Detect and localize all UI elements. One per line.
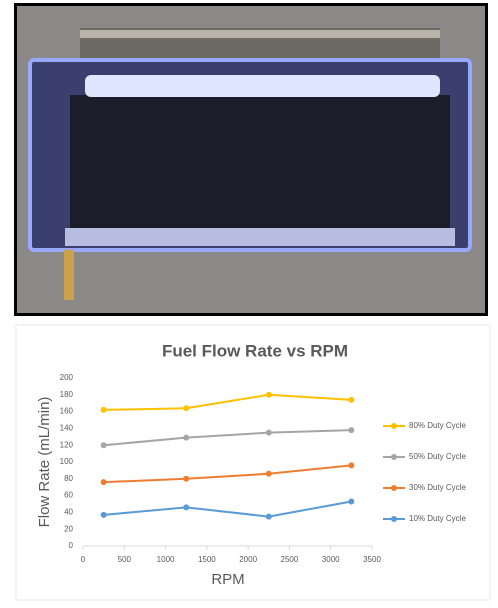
x-tick-label: 2000 [239,555,257,564]
legend-marker [391,454,397,460]
x-axis-title: RPM [211,571,244,588]
point [266,514,272,520]
sediment [65,228,455,246]
rail-top [80,30,440,38]
photo [14,3,488,316]
point [101,442,107,448]
page: {"chart_data": {"type": "line", "title":… [0,0,498,608]
y-tick-label: 140 [60,424,74,433]
x-tick-label: 3000 [322,555,340,564]
y-tick-label: 20 [64,524,73,533]
x-tick-label: 1500 [198,555,216,564]
point [183,504,189,510]
point [348,397,354,403]
y-tick-label: 120 [60,440,74,449]
point [348,462,354,468]
point [183,405,189,411]
legend-label: 10% Duty Cycle [409,514,466,523]
x-tick-label: 1000 [157,555,175,564]
legend-label: 30% Duty Cycle [409,483,466,492]
point [266,471,272,477]
y-tick-label: 60 [64,491,73,500]
point [101,512,107,518]
y-tick-label: 160 [60,407,74,416]
tank-interior [70,95,450,235]
point [266,392,272,398]
legend-marker [391,485,397,491]
point [101,407,107,413]
x-tick-label: 2500 [281,555,299,564]
point [348,427,354,433]
legend-marker [391,516,397,522]
legend-marker [391,423,397,429]
y-tick-label: 200 [60,373,74,382]
y-tick-label: 100 [60,457,74,466]
point [101,479,107,485]
legend-label: 80% Duty Cycle [409,421,466,430]
lights [85,75,440,97]
figure: Fuel Flow Rate vs RPM RPM Flow Rate (mL/… [0,0,498,603]
y-tick-label: 40 [64,508,73,517]
point [183,435,189,441]
point [348,498,354,504]
y-axis-title: Flow Rate (mL/min) [36,397,53,528]
point [183,476,189,482]
y-tick-label: 180 [60,390,74,399]
y-tick-label: 80 [64,474,73,483]
point [266,430,272,436]
chart-title: Fuel Flow Rate vs RPM [162,341,348,360]
x-tick-label: 3500 [363,555,381,564]
outlet [64,250,74,300]
x-tick-label: 0 [81,555,86,564]
y-tick-label: 0 [69,541,74,550]
legend-label: 50% Duty Cycle [409,452,466,461]
x-tick-label: 500 [118,555,132,564]
